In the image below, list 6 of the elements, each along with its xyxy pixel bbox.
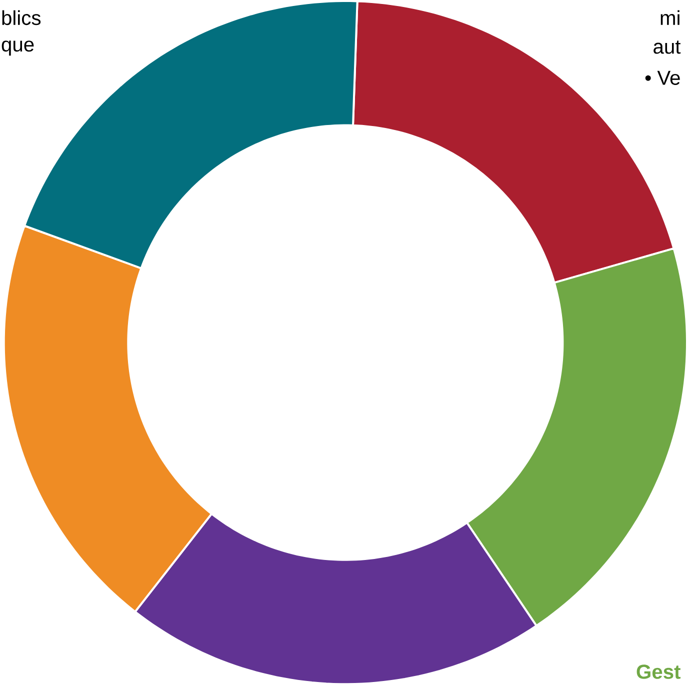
text: Gest — [636, 664, 680, 679]
text: • Ve — [645, 70, 680, 85]
text: que — [2, 40, 34, 56]
text: mi — [660, 10, 680, 25]
text: blics — [2, 10, 41, 25]
text: aut — [654, 40, 681, 54]
